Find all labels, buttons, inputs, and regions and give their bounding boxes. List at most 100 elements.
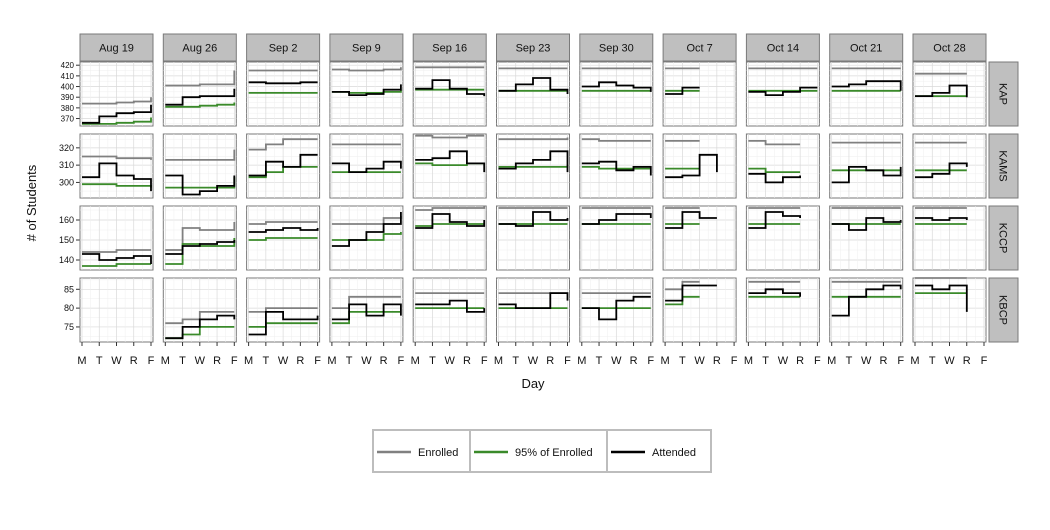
x-tick-label: F <box>398 355 405 367</box>
series-attended-line <box>248 311 319 336</box>
x-tick-label: T <box>762 355 769 367</box>
series-attended-line <box>498 150 569 173</box>
series-attended-line <box>665 86 700 95</box>
series-attended-line <box>581 160 652 176</box>
x-tick-label: R <box>713 355 721 367</box>
series-attended-line <box>165 174 236 196</box>
facet-panel <box>496 61 570 127</box>
facet-panel <box>912 205 987 271</box>
facet-panel <box>829 205 904 271</box>
week-strip: Aug 19 <box>79 33 154 62</box>
y-tick-label: 80 <box>64 303 74 313</box>
facet-panel <box>412 61 487 127</box>
series-attended-line <box>831 80 902 91</box>
week-strip-label: Sep 30 <box>599 43 634 55</box>
x-tick-label: M <box>77 355 86 367</box>
legend-label: 95% of Enrolled <box>515 447 593 459</box>
school-strip: KAP <box>988 61 1019 127</box>
facet-panel <box>329 205 404 271</box>
legend-item-attended: Attended <box>606 429 712 473</box>
facet-panel <box>162 277 237 343</box>
series-attended-line <box>498 292 569 309</box>
series-enrolled-line <box>82 249 151 253</box>
x-tick-label: M <box>577 355 586 367</box>
y-tick-label: 75 <box>64 322 74 332</box>
facet-panel <box>79 205 154 271</box>
week-strip: Oct 14 <box>745 33 820 62</box>
series-enrolled-line <box>165 70 236 87</box>
facet-panel <box>745 61 820 127</box>
series-attended-line <box>415 299 486 313</box>
series-attended-line <box>415 213 486 229</box>
series-attended-line <box>915 217 968 221</box>
y-tick-label: 380 <box>61 104 75 113</box>
series-enrolled-line <box>331 295 401 309</box>
facet-panel <box>912 61 987 127</box>
series-enrolled-line <box>415 134 485 139</box>
series-attended-line <box>748 172 801 184</box>
facet-panel <box>579 133 654 199</box>
facet-panel <box>745 205 820 271</box>
school-strip: KAMS <box>988 133 1019 199</box>
series-attended-line <box>581 81 652 92</box>
x-tick-label: R <box>796 355 804 367</box>
facet-panel <box>662 133 737 199</box>
facet-panel <box>162 61 237 127</box>
x-tick-label: W <box>111 355 122 367</box>
facet-panel <box>829 133 904 199</box>
series-attended-line <box>248 153 318 177</box>
y-tick-label: 300 <box>59 177 74 187</box>
series-attended-line <box>748 211 801 229</box>
x-tick-label: W <box>694 355 705 367</box>
facet-panel <box>829 61 904 127</box>
x-tick-label: M <box>661 355 670 367</box>
week-strip-label: Sep 2 <box>269 43 298 55</box>
series-attended-line <box>415 150 486 173</box>
series-attended-line <box>331 303 402 321</box>
x-tick-label: W <box>445 355 456 367</box>
week-strip-label: Sep 23 <box>516 43 551 55</box>
week-strip: Sep 16 <box>412 33 487 62</box>
week-strip-label: Sep 9 <box>352 43 381 55</box>
facet-panel <box>662 205 737 271</box>
series-target-line <box>165 102 236 108</box>
facet-panel <box>912 133 987 199</box>
x-tick-label: T <box>596 355 603 367</box>
x-tick-label: W <box>944 355 955 367</box>
week-strip-label: Oct 14 <box>767 43 799 55</box>
y-tick-label: 320 <box>59 143 74 153</box>
series-target-line <box>248 322 318 328</box>
facet-panel <box>829 277 904 343</box>
series-attended-line <box>248 81 318 85</box>
series-attended-line <box>665 211 717 229</box>
week-strip-label: Aug 26 <box>182 43 217 55</box>
x-tick-label: F <box>148 355 155 367</box>
x-tick-label: F <box>647 355 654 367</box>
week-strip: Sep 9 <box>329 33 404 62</box>
series-attended-line <box>581 213 652 225</box>
series-attended-line <box>82 162 152 192</box>
facet-panel <box>329 277 404 343</box>
series-target-line <box>748 167 801 173</box>
x-tick-label: T <box>679 355 686 367</box>
series-attended-line <box>165 314 236 340</box>
week-strip: Aug 26 <box>162 33 237 62</box>
x-tick-label: F <box>897 355 904 367</box>
x-tick-label: R <box>380 355 388 367</box>
series-attended-line <box>915 162 968 179</box>
series-attended-line <box>665 153 718 179</box>
y-tick-label: 150 <box>59 235 74 245</box>
facet-panel <box>412 277 487 343</box>
series-attended-line <box>82 104 152 124</box>
facet-panel <box>412 133 487 199</box>
x-tick-label: T <box>846 355 853 367</box>
series-enrolled-line <box>748 140 801 146</box>
series-enrolled-line <box>248 307 318 313</box>
facet-panel <box>496 205 570 271</box>
facet-panel <box>496 133 570 199</box>
x-tick-label: W <box>861 355 872 367</box>
series-attended-line <box>248 227 319 233</box>
x-tick-label: F <box>814 355 821 367</box>
school-strip: KBCP <box>988 277 1019 343</box>
